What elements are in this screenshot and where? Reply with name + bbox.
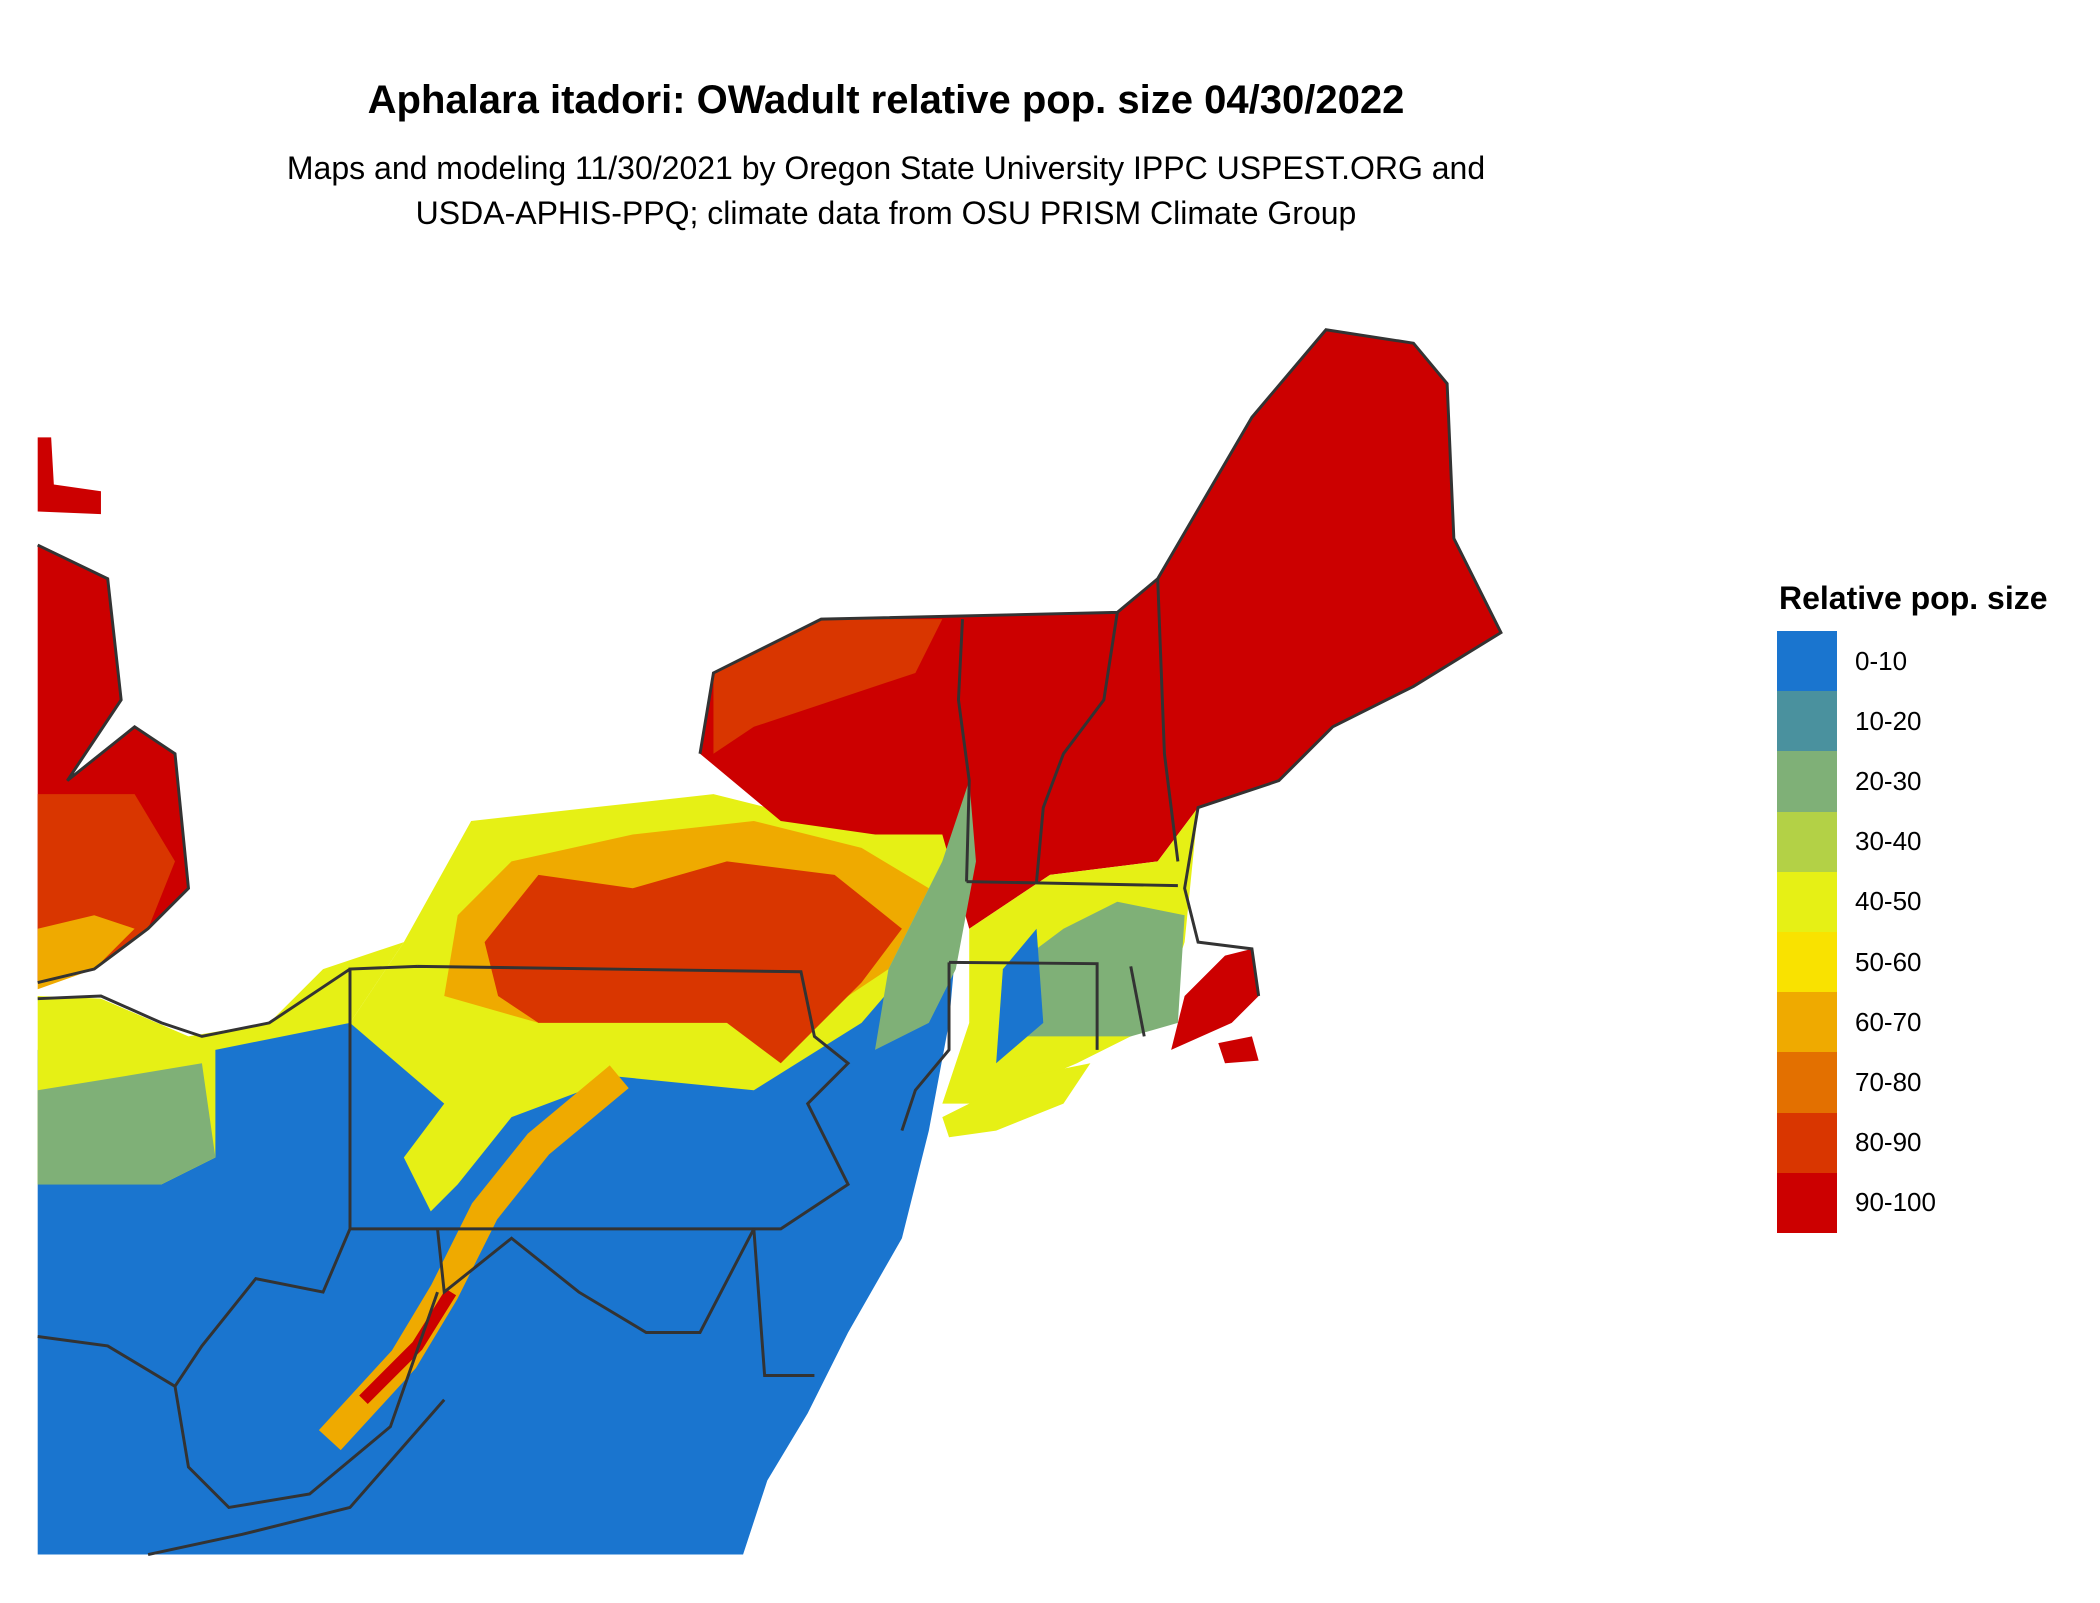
coastline <box>37 543 191 984</box>
map-title: Aphalara itadori: OWadult relative pop. … <box>367 78 1405 122</box>
legend-swatch <box>1777 631 1837 692</box>
legend-label: 30-40 <box>1855 826 1922 857</box>
region-ny-red <box>484 861 902 1064</box>
border-ohio <box>37 967 351 1038</box>
legend-item: 10-20 <box>1777 691 2048 752</box>
legend: Relative pop. size 0-10 10-20 20-30 30-40 40… <box>1777 580 2048 1233</box>
legend-swatch <box>1777 1172 1837 1233</box>
legend-label: 40-50 <box>1855 886 1922 917</box>
region-islands <box>1218 1036 1259 1064</box>
legend-swatch <box>1777 931 1837 993</box>
region-michigan-up <box>37 437 101 515</box>
border-va <box>147 1398 446 1556</box>
legend-item: 90-100 <box>1777 1172 2048 1233</box>
border-ny-vt <box>956 619 971 882</box>
legend-item: 0-10 <box>1777 631 2048 692</box>
legend-label: 10-20 <box>1855 705 1922 736</box>
legend-label: 70-80 <box>1855 1066 1922 1097</box>
legend-swatch <box>1777 1112 1837 1173</box>
legend-swatch <box>1777 992 1837 1053</box>
region-north-orange <box>713 619 943 754</box>
legend-item: 50-60 <box>1777 931 2048 993</box>
region-michigan-yellow <box>37 915 135 990</box>
coastline-north <box>698 328 1503 997</box>
legend-item: 30-40 <box>1777 811 2048 872</box>
border-ct-ri <box>949 960 1099 1050</box>
border-nh-me <box>1156 578 1180 862</box>
region-cape <box>1171 948 1259 1050</box>
legend-item: 20-30 <box>1777 751 2048 812</box>
legend-label: 20-30 <box>1855 765 1922 796</box>
legend-swatch <box>1777 871 1837 932</box>
border-pa <box>348 964 851 1231</box>
map-subtitle-line2: USDA-APHIS-PPQ; climate data from OSU PR… <box>415 195 1357 231</box>
border-vt-nh <box>1035 612 1119 882</box>
legend-item: 70-80 <box>1777 1052 2048 1113</box>
border-de <box>752 1228 815 1378</box>
region-longisland <box>942 1063 1091 1138</box>
map-subtitle-line1: Maps and modeling 11/30/2021 by Oregon S… <box>286 150 1486 186</box>
legend-swatch <box>1777 1052 1837 1113</box>
legend-label: 90-100 <box>1855 1187 1936 1218</box>
border-wv <box>37 1291 439 1510</box>
legend-swatch <box>1777 691 1837 752</box>
legend-label: 0-10 <box>1855 645 1908 676</box>
legend-item: 80-90 <box>1777 1112 2048 1173</box>
border-md <box>436 1228 756 1334</box>
legend-label: 80-90 <box>1855 1127 1922 1158</box>
region-north <box>700 329 1501 929</box>
legend-item: 60-70 <box>1777 992 2048 1053</box>
region-valley <box>875 780 976 1050</box>
legend-title: Relative pop. size <box>1779 580 2048 616</box>
border-ma <box>966 880 1178 888</box>
legend-item: 40-50 <box>1777 871 2048 932</box>
legend-swatch <box>1777 811 1837 872</box>
border-ny-nj <box>900 962 951 1132</box>
region-ohio-green <box>37 1063 216 1185</box>
legend-label: 60-70 <box>1855 1006 1922 1037</box>
border-ct-ri2 <box>1129 966 1146 1037</box>
border-wv2 <box>173 1228 352 1388</box>
legend-label: 50-60 <box>1855 946 1922 977</box>
legend-swatch <box>1777 751 1837 812</box>
